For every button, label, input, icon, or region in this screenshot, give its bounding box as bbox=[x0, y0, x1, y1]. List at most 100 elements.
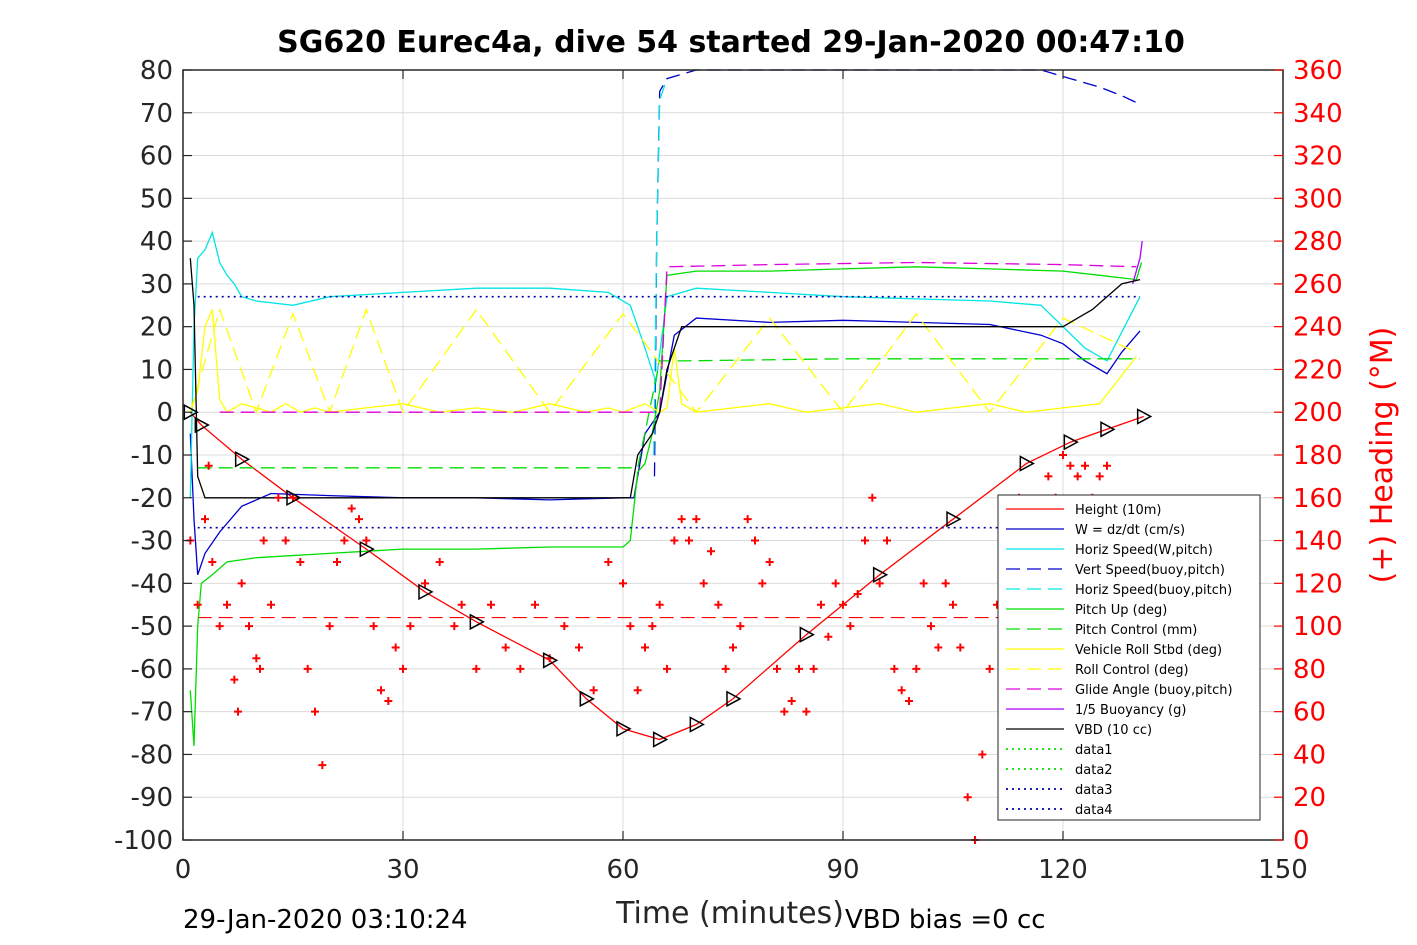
heading-point bbox=[861, 536, 869, 545]
heading-point bbox=[868, 493, 877, 502]
heading-point bbox=[318, 761, 327, 770]
series-layer bbox=[189, 69, 1144, 746]
y-right-tick-label: 280 bbox=[1293, 227, 1343, 257]
marker-layer bbox=[183, 403, 1153, 844]
legend-label: data2 bbox=[1075, 763, 1113, 778]
y-right-tick-label: 220 bbox=[1293, 355, 1343, 385]
heading-point bbox=[758, 579, 767, 588]
legend-label: Glide Angle (buoy,pitch) bbox=[1075, 683, 1233, 698]
heading-point bbox=[641, 643, 649, 652]
heading-point bbox=[589, 686, 598, 695]
heading-point bbox=[1103, 461, 1111, 470]
y-right-tick-label: 40 bbox=[1293, 740, 1326, 770]
y-tick-label: 30 bbox=[140, 270, 173, 300]
heading-point bbox=[743, 515, 752, 524]
heading-point bbox=[333, 557, 341, 566]
heading-point bbox=[201, 515, 209, 524]
heading-point bbox=[234, 707, 242, 716]
height-marker bbox=[799, 626, 815, 643]
heading-point bbox=[890, 664, 899, 673]
legend-label: Horiz Speed(buoy,pitch) bbox=[1075, 583, 1232, 598]
legend-label: Height (10m) bbox=[1075, 503, 1161, 518]
heading-point bbox=[985, 664, 994, 673]
legend-label: Pitch Control (mm) bbox=[1075, 623, 1197, 638]
height-marker bbox=[234, 451, 251, 468]
y-tick-label: -100 bbox=[114, 826, 173, 856]
y-right-tick-label: 320 bbox=[1293, 142, 1343, 172]
legend-label: Horiz Speed(W,pitch) bbox=[1075, 543, 1213, 558]
heading-point bbox=[809, 664, 818, 673]
legend: Height (10m) W = dz/dt (cm/s) Horiz Speed(… bbox=[997, 494, 1261, 821]
height-marker bbox=[1063, 433, 1079, 451]
series-line-3 bbox=[653, 69, 1141, 477]
heading-point bbox=[670, 536, 679, 545]
heading-point bbox=[347, 504, 356, 513]
legend-label: data3 bbox=[1075, 783, 1113, 798]
legend-label: Vert Speed(buoy,pitch) bbox=[1075, 563, 1225, 578]
series-line-10 bbox=[1132, 241, 1143, 285]
heading-point bbox=[289, 493, 297, 502]
y-tick-label: 10 bbox=[140, 355, 173, 385]
y-tick-label: -50 bbox=[131, 612, 173, 642]
y-right-tick-label: 100 bbox=[1293, 612, 1343, 642]
heading-point bbox=[663, 664, 671, 673]
tick-layer: 0 30 60 90 120 15080706050403020100-10-20-30-… bbox=[114, 56, 1343, 885]
y-axis-right-label: (+) Heading (°M) bbox=[1365, 327, 1400, 584]
heading-point bbox=[677, 515, 686, 524]
heading-point bbox=[274, 493, 283, 502]
heading-point bbox=[817, 600, 825, 609]
legend-label: Vehicle Roll Stbd (deg) bbox=[1075, 643, 1222, 658]
legend-label: data1 bbox=[1075, 743, 1113, 758]
height-marker bbox=[946, 510, 962, 528]
heading-point bbox=[912, 664, 921, 673]
heading-point bbox=[934, 643, 943, 652]
legend-label: Roll Control (deg) bbox=[1075, 663, 1189, 678]
heading-point bbox=[905, 696, 913, 705]
heading-point bbox=[802, 707, 811, 716]
heading-point bbox=[1059, 451, 1067, 459]
heading-point bbox=[685, 536, 693, 545]
heading-point bbox=[787, 696, 796, 705]
heading-point bbox=[256, 664, 264, 673]
heading-point bbox=[406, 622, 415, 631]
heading-point bbox=[956, 643, 965, 652]
y-right-tick-label: 80 bbox=[1293, 655, 1326, 685]
heading-point bbox=[435, 557, 444, 566]
y-tick-label: 20 bbox=[140, 313, 173, 343]
heading-point bbox=[362, 536, 371, 545]
heading-point bbox=[575, 643, 583, 652]
heading-point bbox=[765, 557, 774, 566]
heading-point bbox=[377, 686, 385, 695]
heading-point bbox=[369, 622, 378, 631]
heading-point bbox=[619, 579, 627, 588]
height-marker bbox=[616, 720, 632, 738]
heading-point bbox=[391, 643, 400, 652]
x-tick-label: 60 bbox=[606, 855, 639, 885]
y-right-tick-label: 200 bbox=[1293, 398, 1343, 428]
y-right-tick-label: 140 bbox=[1293, 527, 1343, 557]
heading-point bbox=[824, 632, 833, 641]
heading-point bbox=[751, 536, 759, 545]
heading-point bbox=[795, 664, 803, 673]
series-line-7 bbox=[189, 309, 1137, 414]
series-line-11 bbox=[189, 258, 1141, 499]
y-right-tick-label: 240 bbox=[1293, 313, 1343, 343]
x-tick-label: 30 bbox=[386, 855, 419, 885]
height-marker bbox=[726, 690, 742, 708]
heading-point bbox=[237, 579, 246, 588]
height-marker bbox=[418, 583, 434, 601]
heading-point bbox=[399, 664, 407, 673]
heading-point bbox=[560, 622, 569, 631]
height-marker bbox=[689, 716, 705, 733]
y-tick-label: 80 bbox=[140, 56, 173, 86]
heading-point bbox=[215, 622, 224, 631]
heading-point bbox=[1081, 461, 1089, 470]
heading-point bbox=[941, 579, 950, 588]
heading-point bbox=[978, 750, 987, 759]
heading-point bbox=[692, 515, 701, 524]
heading-point bbox=[707, 547, 715, 556]
heading-point bbox=[193, 600, 202, 609]
series-line-5 bbox=[189, 262, 1143, 746]
heading-point bbox=[267, 600, 275, 609]
y-tick-label: -70 bbox=[131, 698, 173, 728]
